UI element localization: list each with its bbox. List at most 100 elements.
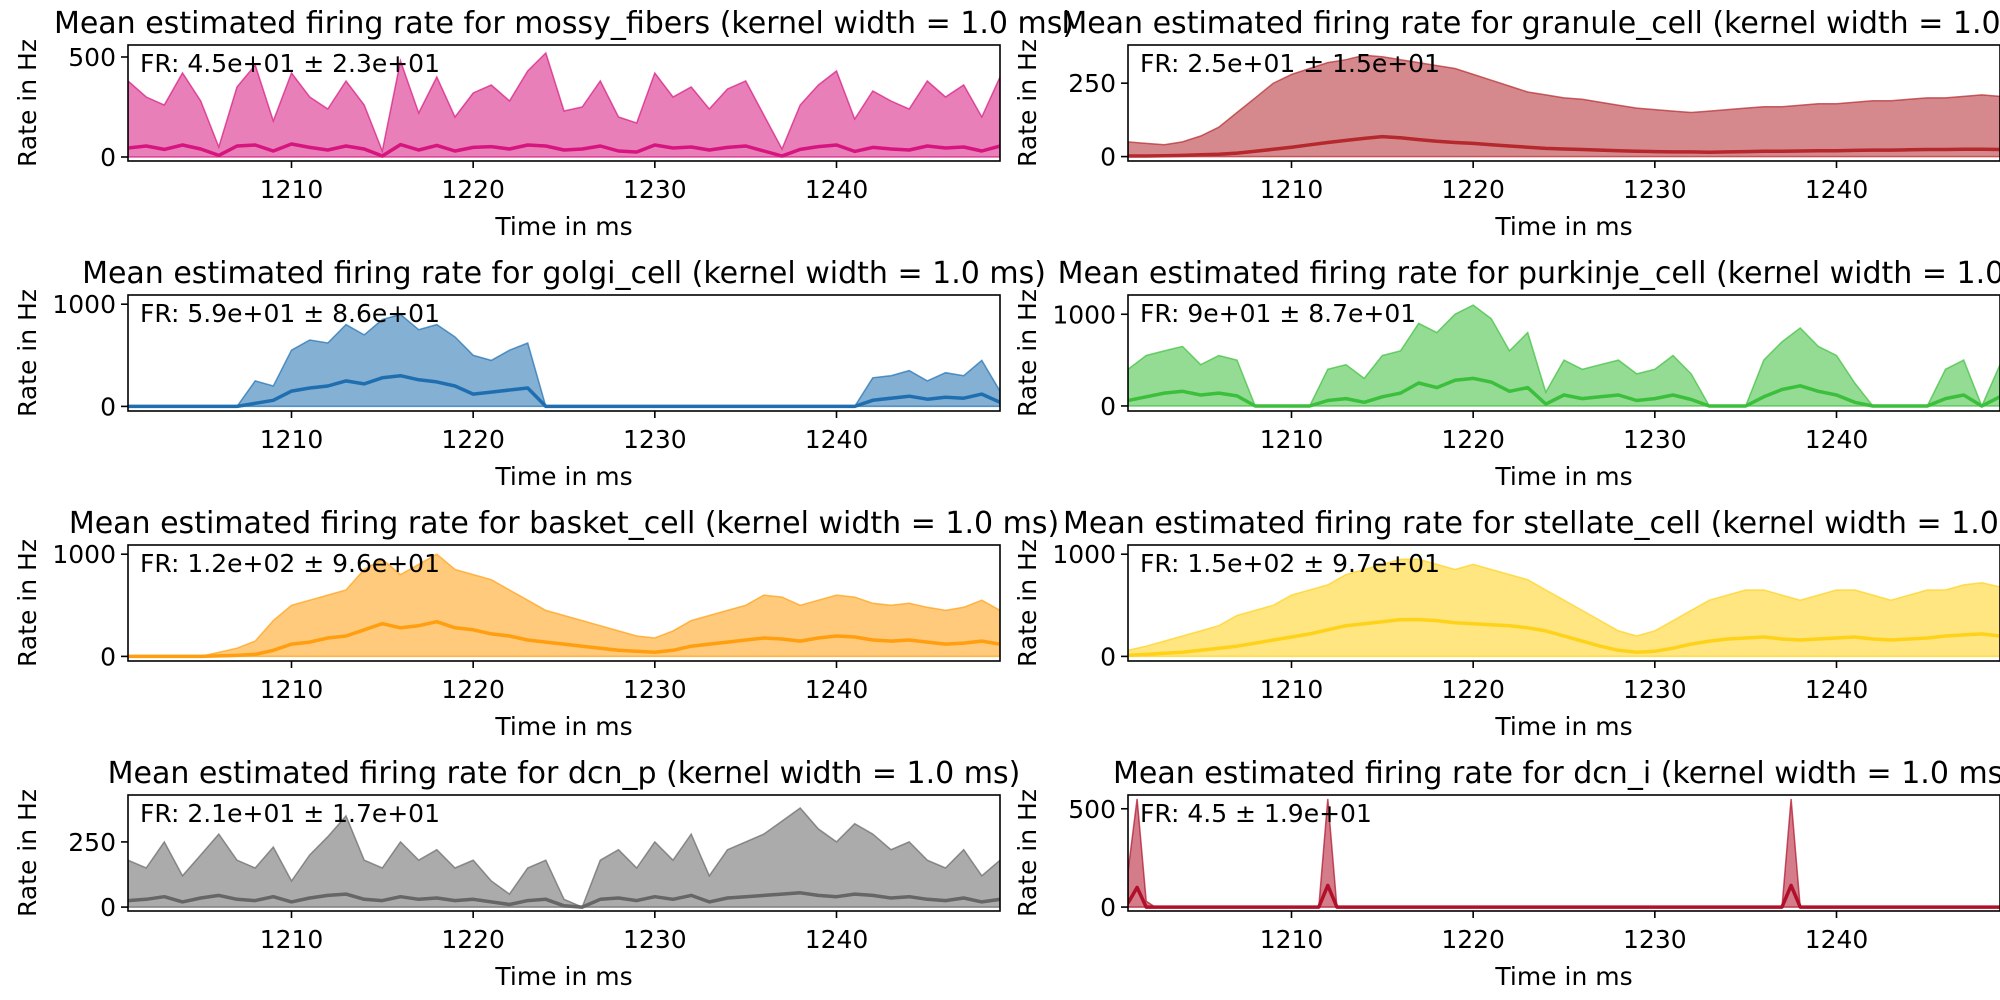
y-axis-label: Rate in Hz	[1013, 289, 1042, 417]
mean-line	[128, 619, 1000, 659]
plot-area	[128, 806, 1000, 909]
y-tick-label: 0	[100, 143, 116, 172]
axes-frame	[1127, 294, 2000, 412]
std-band	[128, 313, 1000, 408]
subplot: Mean estimated firing rate for purkinje_…	[1013, 256, 2000, 491]
firing-rate-annotation: FR: 9e+01 ± 8.7e+01	[1140, 299, 1416, 328]
x-tick-label: 1230	[623, 175, 687, 204]
x-axis-label: Time in ms	[494, 712, 632, 741]
subplot-title: Mean estimated firing rate for golgi_cel…	[82, 256, 1046, 291]
axes-frame	[127, 294, 1001, 412]
x-axis-label: Time in ms	[1494, 462, 1632, 491]
x-tick-label: 1220	[1441, 675, 1505, 704]
x-tick-label: 1230	[1623, 425, 1687, 454]
x-axis-label: Time in ms	[1494, 962, 1632, 991]
x-tick-label: 1210	[1260, 925, 1324, 954]
subplot-title: Mean estimated firing rate for granule_c…	[1061, 6, 2000, 41]
y-tick-label: 500	[68, 43, 116, 72]
axes-frame	[1127, 44, 2000, 162]
subplot-title: Mean estimated firing rate for dcn_p (ke…	[108, 756, 1021, 791]
y-tick-label: 0	[1100, 143, 1116, 172]
x-axis-label: Time in ms	[494, 212, 632, 241]
x-tick-label: 1220	[441, 175, 505, 204]
x-tick-label: 1230	[623, 675, 687, 704]
subplot: Mean estimated firing rate for basket_ce…	[13, 506, 1059, 741]
y-axis-label: Rate in Hz	[13, 789, 42, 917]
std-band	[1128, 54, 2000, 158]
x-tick-label: 1240	[1805, 425, 1869, 454]
axes-frame	[1127, 794, 2000, 912]
firing-rate-annotation: FR: 1.2e+02 ± 9.6e+01	[140, 549, 440, 578]
x-tick-label: 1210	[1260, 425, 1324, 454]
y-tick-label: 0	[100, 893, 116, 922]
x-tick-label: 1240	[805, 425, 869, 454]
std-band	[128, 553, 1000, 658]
plot-area	[1128, 304, 2000, 408]
x-tick-label: 1240	[805, 675, 869, 704]
subplot: Mean estimated firing rate for dcn_p (ke…	[13, 756, 1020, 991]
y-axis-label: Rate in Hz	[13, 539, 42, 667]
plot-area	[128, 51, 1000, 158]
axes-frame	[127, 44, 1001, 162]
x-tick-label: 1230	[1623, 925, 1687, 954]
y-tick-label: 0	[1100, 893, 1116, 922]
y-tick-label: 1000	[1052, 540, 1116, 569]
x-axis-label: Time in ms	[494, 462, 632, 491]
subplot: Mean estimated firing rate for mossy_fib…	[13, 6, 1074, 241]
x-axis-label: Time in ms	[494, 962, 632, 991]
subplot: Mean estimated firing rate for golgi_cel…	[13, 256, 1046, 491]
x-tick-label: 1230	[1623, 675, 1687, 704]
subplot: Mean estimated firing rate for granule_c…	[1013, 6, 2000, 241]
y-tick-label: 1000	[52, 540, 116, 569]
y-tick-label: 250	[1068, 69, 1116, 98]
mean-line	[128, 142, 1000, 158]
x-tick-label: 1210	[260, 425, 324, 454]
mean-line	[128, 891, 1000, 909]
x-tick-label: 1240	[1805, 925, 1869, 954]
axes-frame	[1127, 544, 2000, 662]
y-axis-label: Rate in Hz	[1013, 789, 1042, 917]
y-tick-label: 0	[1100, 642, 1116, 671]
mean-line	[128, 373, 1000, 409]
x-tick-label: 1210	[260, 925, 324, 954]
y-tick-label: 0	[100, 392, 116, 421]
x-tick-label: 1220	[441, 675, 505, 704]
y-axis-label: Rate in Hz	[13, 289, 42, 417]
x-tick-label: 1240	[1805, 175, 1869, 204]
x-axis-label: Time in ms	[1494, 212, 1632, 241]
y-tick-label: 500	[1068, 795, 1116, 824]
firing-rate-annotation: FR: 4.5 ± 1.9e+01	[1140, 799, 1372, 828]
axes-frame	[127, 794, 1001, 912]
plot-area	[1128, 54, 2000, 158]
x-tick-label: 1240	[1805, 675, 1869, 704]
mean-line	[1128, 883, 2000, 909]
y-tick-label: 1000	[52, 290, 116, 319]
x-tick-label: 1210	[1260, 175, 1324, 204]
x-tick-label: 1230	[623, 425, 687, 454]
x-tick-label: 1220	[1441, 425, 1505, 454]
plot-area	[128, 553, 1000, 659]
subplot-title: Mean estimated firing rate for stellate_…	[1063, 506, 2000, 541]
subplot-title: Mean estimated firing rate for basket_ce…	[69, 506, 1059, 541]
firing-rate-annotation: FR: 1.5e+02 ± 9.7e+01	[1140, 549, 1440, 578]
x-tick-label: 1220	[1441, 925, 1505, 954]
subplot-title: Mean estimated firing rate for mossy_fib…	[54, 6, 1074, 41]
std-band	[128, 51, 1000, 158]
mean-line	[1128, 617, 2000, 658]
std-band	[1128, 304, 2000, 408]
y-tick-label: 0	[100, 642, 116, 671]
std-band	[128, 806, 1000, 909]
x-tick-label: 1210	[260, 175, 324, 204]
y-axis-label: Rate in Hz	[1013, 539, 1042, 667]
firing-rate-annotation: FR: 4.5e+01 ± 2.3e+01	[140, 49, 440, 78]
x-tick-label: 1220	[1441, 175, 1505, 204]
x-tick-label: 1210	[1260, 675, 1324, 704]
subplot: Mean estimated firing rate for stellate_…	[1013, 506, 2000, 741]
firing-rate-annotation: FR: 2.1e+01 ± 1.7e+01	[140, 799, 440, 828]
x-tick-label: 1240	[805, 175, 869, 204]
subplot: Mean estimated firing rate for dcn_i (ke…	[1013, 756, 2000, 991]
std-band	[1128, 558, 2000, 658]
plot-area	[128, 313, 1000, 409]
x-tick-label: 1230	[623, 925, 687, 954]
